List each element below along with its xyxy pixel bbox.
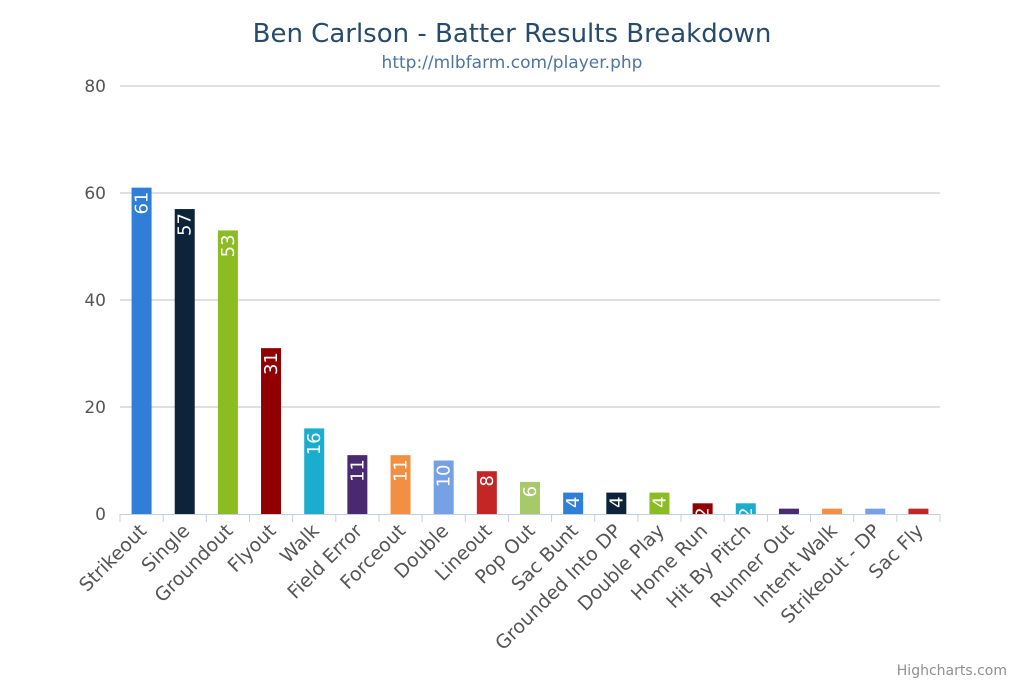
- data-label: 1: [908, 513, 929, 524]
- bar-lineout[interactable]: [476, 471, 497, 514]
- data-label-group: 2: [736, 507, 757, 518]
- data-label: 61: [132, 192, 153, 215]
- data-label: 11: [347, 459, 368, 482]
- bar-strikeout[interactable]: [131, 187, 152, 514]
- bar-walk[interactable]: [304, 428, 325, 514]
- data-label: 1: [779, 513, 800, 524]
- bar-pop-out[interactable]: [520, 481, 540, 514]
- bar-series: [131, 187, 929, 515]
- bar-intent-walk[interactable]: [822, 508, 843, 514]
- x-axis: StrikeoutSingleGroundoutFlyoutWalkField …: [75, 514, 941, 655]
- data-label: 57: [175, 213, 196, 236]
- y-tick-label: 40: [84, 291, 106, 311]
- bar-sac-bunt[interactable]: [563, 492, 584, 514]
- data-label: 4: [563, 497, 584, 508]
- data-label-group: 4: [649, 497, 670, 508]
- data-label-group: 11: [347, 459, 368, 482]
- bar-single[interactable]: [174, 209, 195, 515]
- y-tick-label: 20: [84, 398, 106, 418]
- chart-title: Ben Carlson - Batter Results Breakdown: [253, 19, 772, 49]
- y-tick-label: 60: [84, 184, 106, 204]
- data-label-group: 1: [822, 513, 843, 524]
- bar-field-error[interactable]: [347, 455, 368, 514]
- data-label: 31: [261, 352, 282, 375]
- data-label: 4: [606, 497, 627, 508]
- data-label: 53: [218, 234, 239, 257]
- data-label-group: 10: [434, 465, 455, 488]
- bar-sac-fly[interactable]: [908, 508, 929, 514]
- y-gridlines: [120, 85, 940, 408]
- bar-hit-by-pitch[interactable]: [735, 503, 756, 514]
- data-label-group: 16: [304, 432, 325, 455]
- data-label-group: 1: [779, 513, 800, 524]
- data-label: 4: [649, 497, 670, 508]
- data-label-group: 53: [218, 234, 239, 257]
- data-label-group: 1: [908, 513, 929, 524]
- chart-subtitle[interactable]: http://mlbfarm.com/player.php: [382, 53, 643, 73]
- bar-runner-out[interactable]: [778, 508, 799, 514]
- bar-double-play[interactable]: [649, 492, 670, 514]
- bar-groundout[interactable]: [217, 230, 238, 514]
- data-label-group: 57: [175, 213, 196, 236]
- data-label-group: 4: [563, 497, 584, 508]
- data-label-group: 2: [693, 507, 714, 518]
- bar-home-run[interactable]: [692, 503, 713, 514]
- data-label-group: 4: [606, 497, 627, 508]
- y-tick-label: 0: [95, 505, 106, 525]
- bar-strikeout-dp[interactable]: [865, 508, 886, 514]
- data-label-group: 11: [391, 459, 412, 482]
- y-axis: 0 20 40 60 80: [84, 77, 106, 525]
- data-label: 1: [822, 513, 843, 524]
- bar-flyout[interactable]: [261, 348, 282, 514]
- data-label: 1: [865, 513, 886, 524]
- credits-link[interactable]: Highcharts.com: [897, 663, 1007, 679]
- data-label: 2: [693, 507, 714, 518]
- data-label-group: 8: [477, 475, 498, 486]
- data-label: 6: [520, 486, 541, 497]
- data-label-group: 6: [520, 486, 541, 497]
- data-label: 2: [736, 507, 757, 518]
- data-label: 8: [477, 475, 498, 486]
- bar-double[interactable]: [433, 460, 454, 515]
- bar-grounded-into-dp[interactable]: [606, 492, 627, 514]
- y-tick-label: 80: [84, 77, 106, 97]
- data-label-group: 61: [132, 192, 153, 215]
- x-tick-label: Flyout: [224, 520, 281, 577]
- data-label-group: 1: [865, 513, 886, 524]
- data-label: 16: [304, 432, 325, 455]
- data-label: 10: [434, 465, 455, 488]
- data-label: 11: [391, 459, 412, 482]
- data-label-group: 31: [261, 352, 282, 375]
- bar-forceout[interactable]: [390, 455, 411, 514]
